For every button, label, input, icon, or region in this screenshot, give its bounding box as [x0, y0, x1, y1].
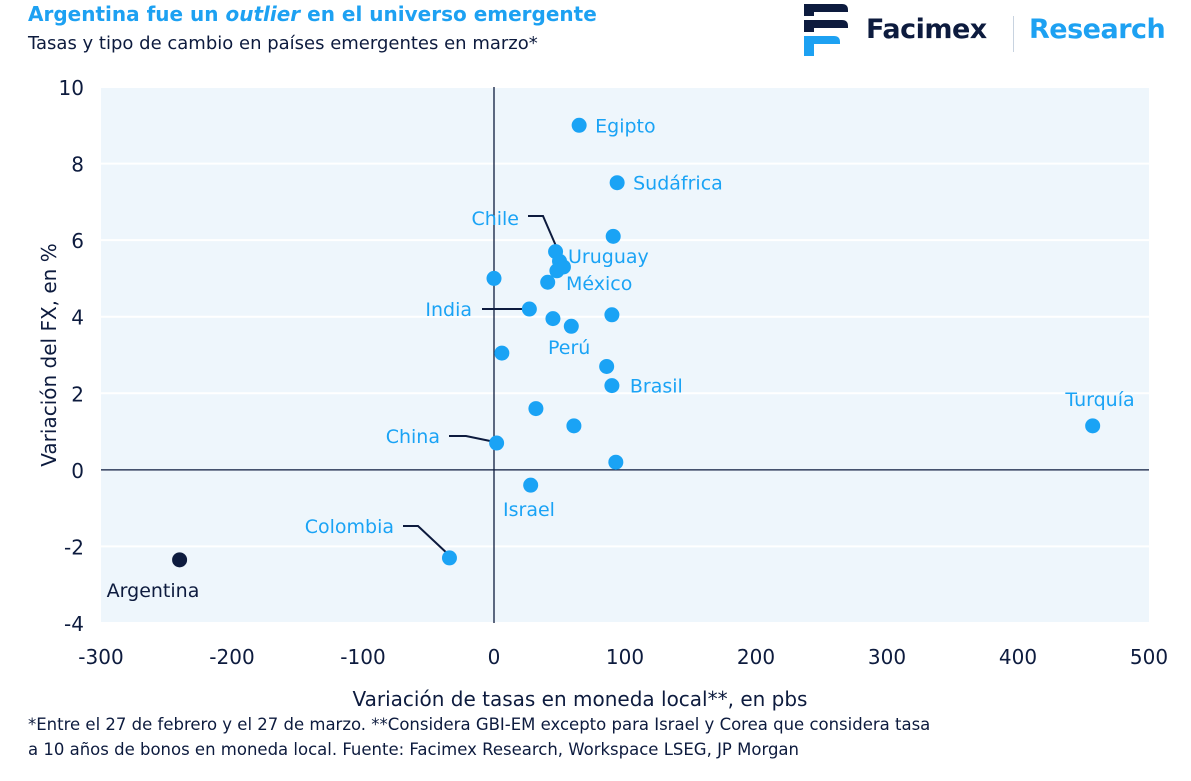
x-tick-label: 200 — [737, 645, 775, 669]
data-point — [486, 270, 502, 286]
facimex-logo-icon — [804, 4, 848, 56]
y-tick-label: -4 — [64, 612, 84, 636]
brand-name: Facimex — [866, 14, 987, 45]
data-point — [605, 228, 621, 244]
data-point — [566, 418, 582, 434]
data-point — [604, 307, 620, 323]
chart-title-part-2: en el universo emergente — [300, 2, 597, 26]
chart-title: Argentina fue un outlier en el universo … — [28, 2, 597, 26]
footnote-line-2: a 10 años de bonos en moneda local. Fuen… — [28, 740, 799, 759]
y-tick-label: 10 — [59, 76, 84, 100]
plot-background — [101, 87, 1149, 623]
tick-labels: -4 -2 0 2 4 6 8 10 -300 -200 -100 0 100 200 300 400 500 — [59, 76, 1169, 669]
leader-line — [528, 215, 557, 247]
point-label: México — [566, 273, 632, 295]
data-points — [172, 117, 1101, 568]
axes — [101, 87, 1149, 623]
data-point — [563, 318, 579, 334]
data-point — [521, 301, 537, 317]
data-point — [549, 263, 565, 279]
grid-lines — [101, 86, 1149, 624]
x-tick-label: -300 — [78, 645, 123, 669]
x-tick-label: 300 — [868, 645, 906, 669]
data-point — [441, 550, 457, 566]
y-tick-label: -2 — [64, 535, 84, 559]
brand-divider — [1013, 16, 1014, 52]
y-tick-label: 2 — [71, 382, 84, 406]
y-axis-label: Variación del FX, en % — [37, 243, 61, 466]
data-point — [528, 401, 544, 417]
y-tick-label: 0 — [71, 459, 84, 483]
footnote-line-1: *Entre el 27 de febrero y el 27 de marzo… — [28, 715, 931, 734]
x-tick-label: -200 — [209, 645, 254, 669]
y-tick-label: 8 — [71, 153, 84, 177]
point-label: Colombia — [305, 516, 394, 538]
data-point — [523, 477, 539, 493]
leader-line — [403, 525, 451, 557]
data-point — [489, 435, 505, 451]
data-point — [545, 311, 561, 327]
data-point — [540, 274, 556, 290]
x-tick-label: 400 — [999, 645, 1037, 669]
data-point — [571, 117, 587, 133]
data-point — [494, 345, 510, 361]
point-label: Israel — [503, 499, 555, 521]
x-tick-label: -100 — [340, 645, 385, 669]
chart-subtitle: Tasas y tipo de cambio en países emergen… — [28, 33, 538, 54]
point-labels: Egipto Sudáfrica Chile Uruguay México India Pe… — [107, 115, 1135, 602]
x-tick-label: 0 — [488, 645, 501, 669]
data-point — [604, 378, 620, 394]
point-label: Egipto — [595, 115, 655, 137]
data-point — [609, 175, 625, 191]
x-axis-label: Variación de tasas en moneda local**, en… — [353, 687, 808, 711]
point-label: Chile — [471, 208, 519, 230]
point-label: Perú — [548, 337, 590, 359]
x-tick-label: 100 — [606, 645, 644, 669]
point-label: India — [425, 299, 472, 321]
chart-title-italic: outlier — [225, 2, 301, 26]
point-label: China — [386, 426, 440, 448]
y-tick-label: 4 — [71, 306, 84, 330]
y-tick-label: 6 — [71, 229, 84, 253]
x-tick-label: 500 — [1130, 645, 1168, 669]
footnote: *Entre el 27 de febrero y el 27 de marzo… — [28, 712, 1178, 762]
data-point — [1085, 418, 1101, 434]
point-label: Turquía — [1064, 389, 1134, 411]
point-label: Sudáfrica — [633, 173, 723, 195]
data-point — [608, 454, 624, 470]
brand-division: Research — [1029, 14, 1166, 45]
point-label: Argentina — [107, 580, 200, 602]
chart-title-part-1: Argentina fue un — [28, 2, 226, 26]
point-label: Brasil — [630, 376, 683, 398]
point-label: Uruguay — [568, 246, 649, 268]
data-point — [599, 358, 615, 374]
leader-line — [449, 435, 496, 443]
data-point — [172, 552, 188, 568]
leader-lines — [403, 215, 557, 557]
